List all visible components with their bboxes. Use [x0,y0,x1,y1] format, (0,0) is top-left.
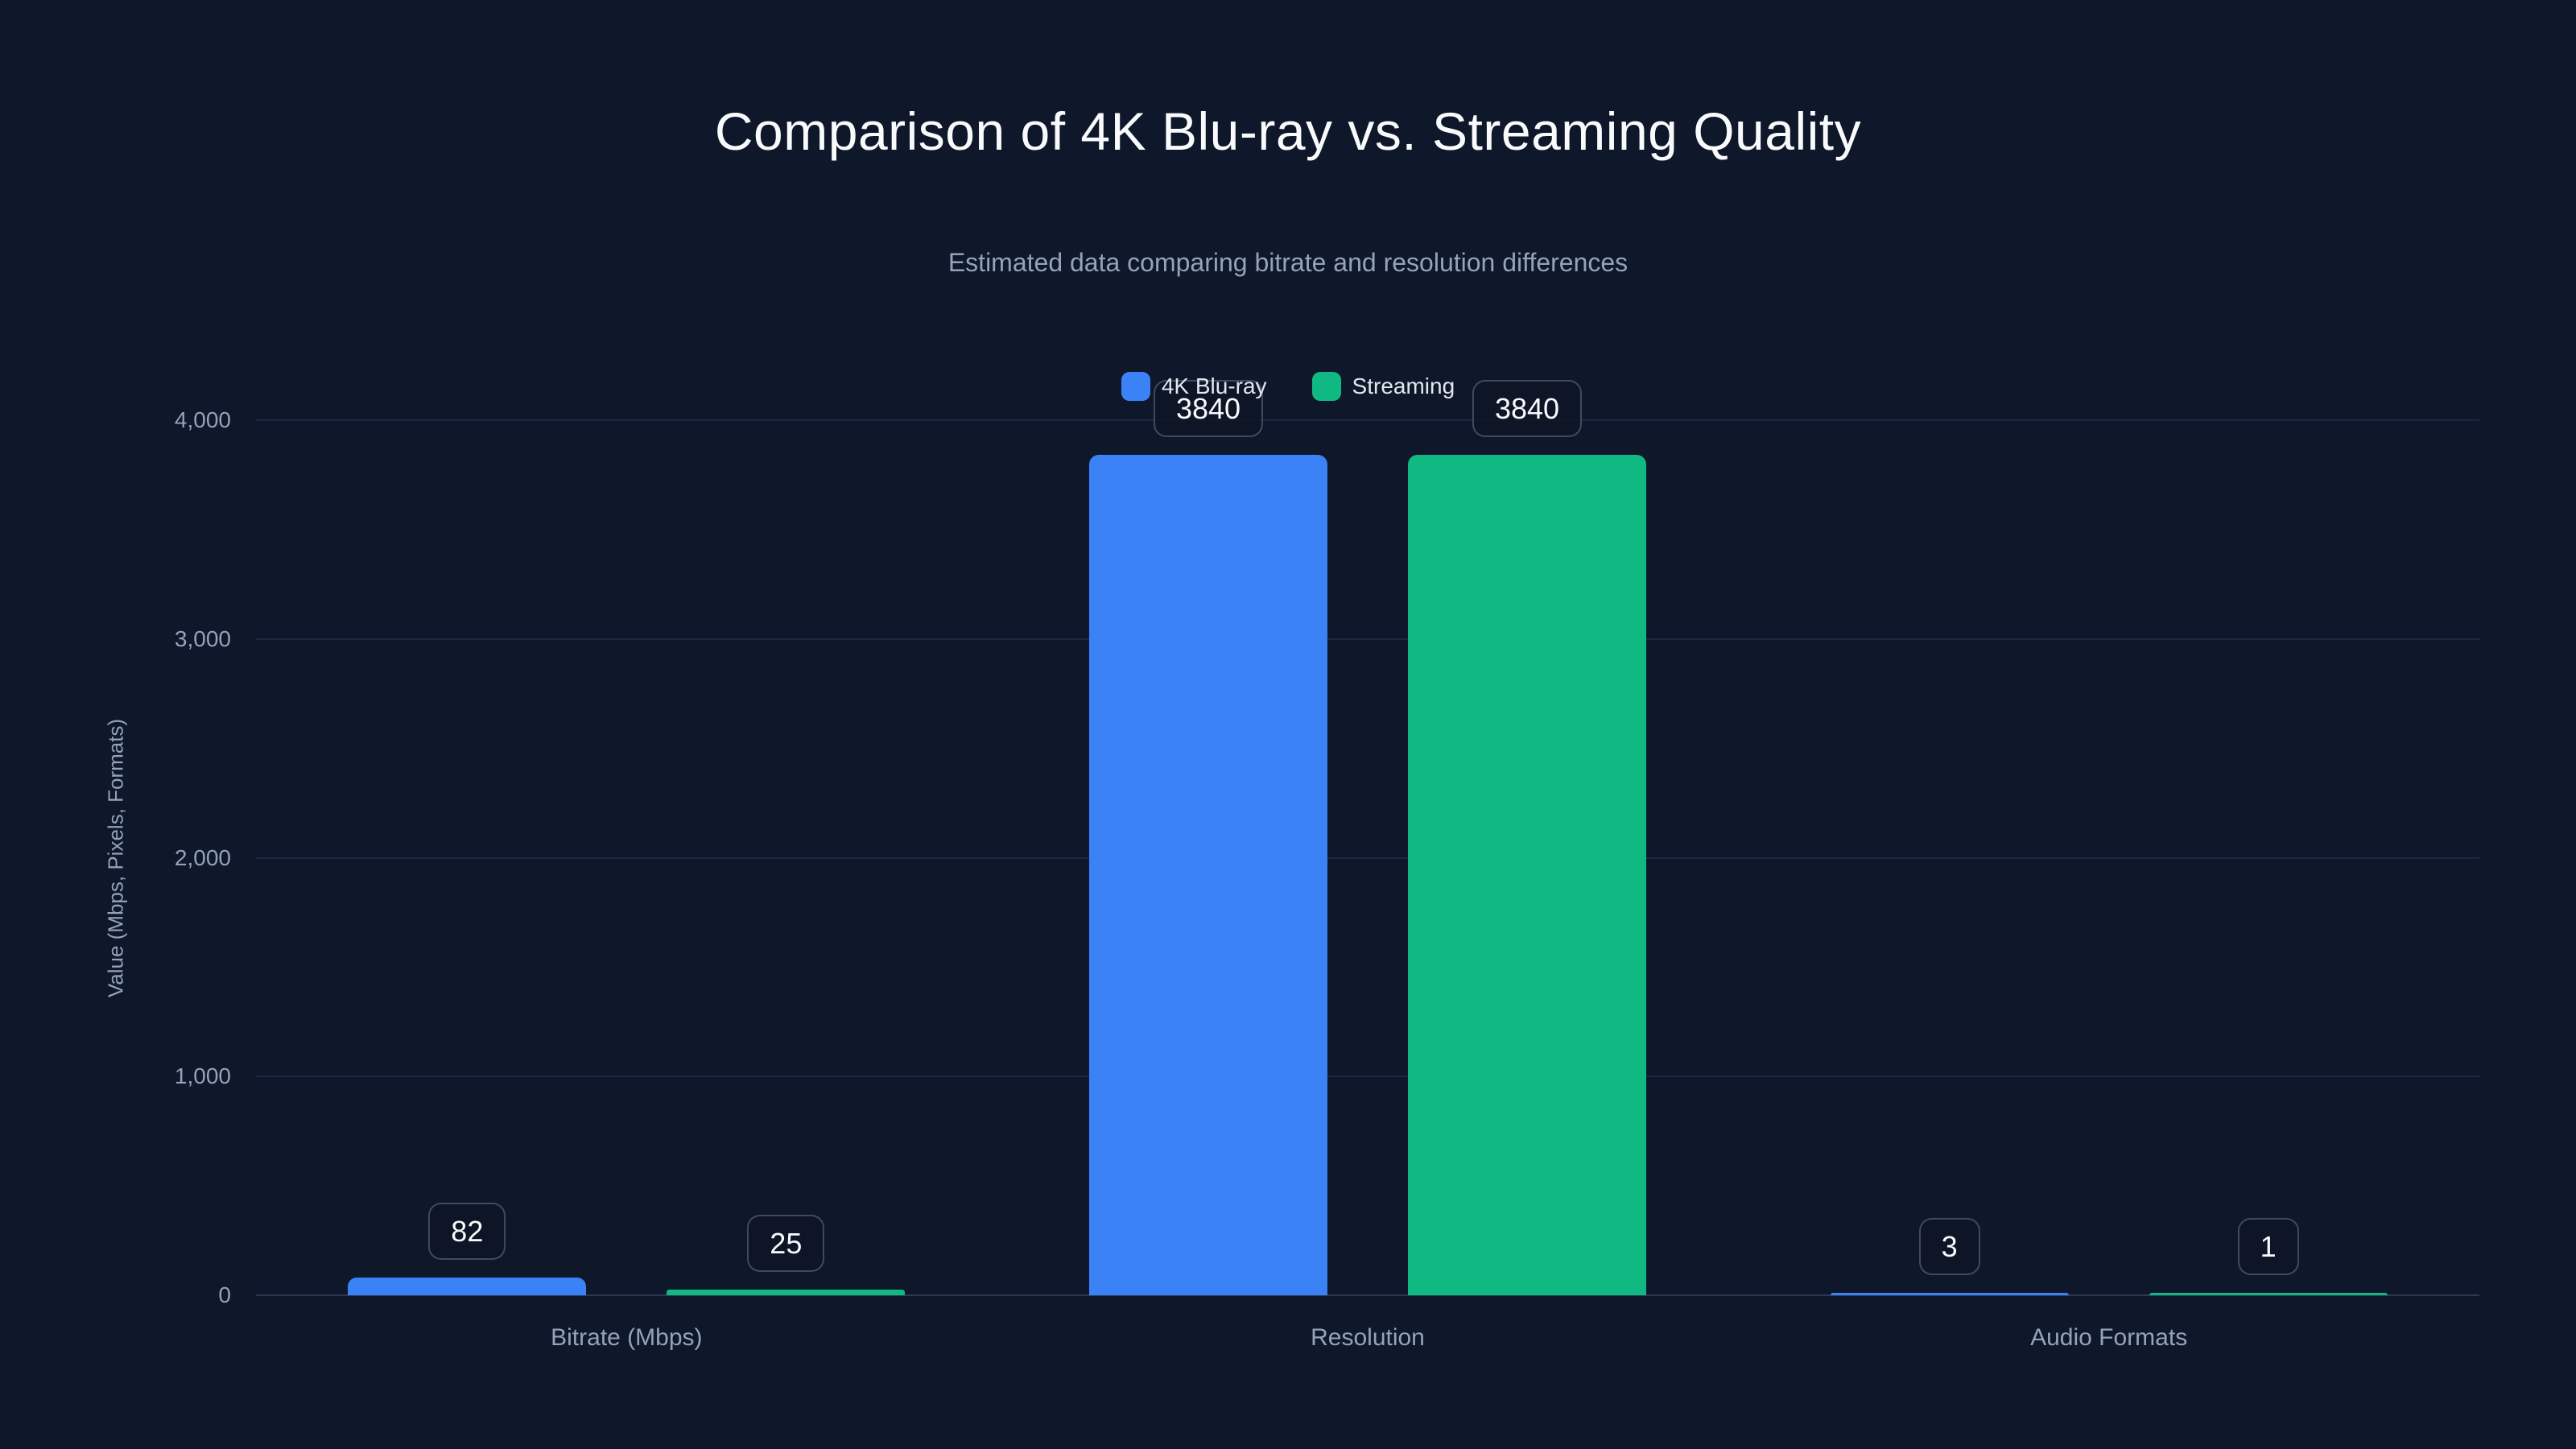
x-axis-label-bitrate-mbps: Bitrate (Mbps) [551,1324,703,1351]
x-axis-baseline [256,1294,2479,1296]
bar-4k-blu-ray-resolution [1089,455,1327,1295]
legend-label: 4K Blu-ray [1161,374,1267,398]
gridline-1000 [256,1075,2479,1078]
plot-area: 82 25 3840 3840 3 1 [256,380,2479,1296]
bar-4k-blu-ray-bitrate-mbps [348,1277,587,1295]
y-tick-label-4-000: 4,000 [174,407,231,432]
bar-4k-blu-ray-audio-formats [1830,1293,2069,1295]
legend-swatch-4k-blu-ray [1121,372,1150,401]
value-badge-4k-blu-ray-bitrate-mbps: 82 [428,1202,506,1260]
value-badge-4k-blu-ray-resolution: 3840 [1153,380,1264,438]
y-tick-label-2-000: 2,000 [174,844,231,870]
legend: 4K Blu-ray Streaming [0,372,2576,401]
chart-subtitle: Estimated data comparing bitrate and res… [947,248,1629,277]
value-badge-streaming-audio-formats: 1 [2237,1218,2299,1275]
bar-streaming-bitrate-mbps [667,1290,906,1295]
y-tick-label-0: 0 [218,1282,231,1307]
value-badge-4k-blu-ray-audio-formats: 3 [1918,1218,1980,1275]
y-tick-label-3-000: 3,000 [174,625,231,651]
bar-streaming-audio-formats [2149,1293,2388,1295]
gridline-4000 [256,419,2479,421]
legend-item-streaming: Streaming [1311,372,1455,401]
y-tick-label-1-000: 1,000 [174,1063,231,1089]
gridline-3000 [256,638,2479,640]
legend-swatch-streaming [1311,372,1341,401]
gridline-2000 [256,857,2479,859]
bar-streaming-resolution [1408,455,1646,1295]
value-badge-streaming-resolution: 3840 [1472,380,1583,438]
legend-label: Streaming [1352,374,1455,398]
value-badge-streaming-bitrate-mbps: 25 [747,1215,825,1273]
x-axis-label-audio-formats: Audio Formats [2030,1324,2188,1351]
chart-title: Comparison of 4K Blu-ray vs. Streaming Q… [714,101,1862,161]
x-axis-label-resolution: Resolution [1311,1324,1425,1351]
legend-item-4k-blu-ray: 4K Blu-ray [1121,372,1267,401]
